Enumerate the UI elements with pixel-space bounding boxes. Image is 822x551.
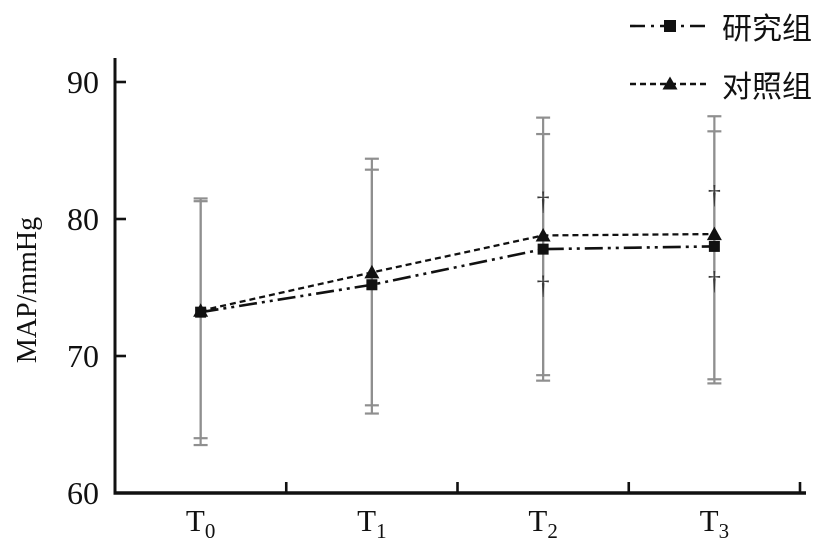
significance-dagger: † (708, 180, 721, 209)
marker-triangle (193, 303, 209, 317)
significance-dagger: † (537, 271, 550, 300)
x-tick-label: T2 (528, 503, 557, 543)
y-tick-label: 90 (67, 64, 99, 100)
marker-square (537, 243, 549, 255)
x-tick-label: T0 (186, 503, 215, 543)
legend-line-triangle-icon (630, 76, 710, 90)
significance-dagger: † (708, 267, 721, 296)
y-tick-label: 70 (67, 338, 99, 374)
y-axis-title: MAP/mmHg (12, 216, 43, 364)
marker-triangle (535, 227, 551, 242)
legend-item-control-group: 对照组 (628, 62, 812, 106)
y-tick-label: 60 (67, 475, 99, 511)
y-tick-label: 80 (67, 201, 99, 237)
significance-dagger: † (537, 187, 550, 216)
legend-line-square-icon (630, 20, 710, 32)
series-line-1 (200, 232, 715, 312)
marker-triangle (706, 226, 722, 241)
legend-item-study-group: 研究组 (628, 4, 812, 48)
legend-label-study-group: 研究组 (722, 13, 812, 46)
x-tick-label: T1 (357, 503, 386, 543)
x-tick-label: T3 (700, 503, 729, 543)
marker-triangle (364, 264, 380, 279)
marker-square (708, 240, 720, 252)
legend-label-control-group: 对照组 (722, 71, 812, 104)
series-line-0 (200, 245, 715, 314)
marker-square (366, 279, 378, 291)
legend: 研究组 对照组 (628, 4, 812, 106)
